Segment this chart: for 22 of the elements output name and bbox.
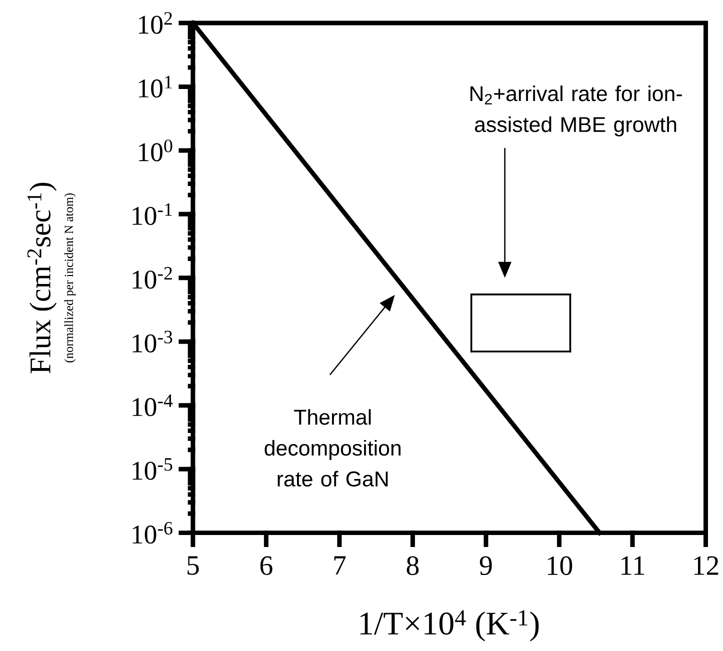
y-tick-label: 10$^{-4}$ [132, 394, 173, 416]
x-tick-label: 7 [334, 556, 346, 575]
text: (normallized per incident N atom) [64, 193, 76, 362]
y-axis-title: Flux (cm$^{-2}$sec$^{-1}$) [27, 182, 57, 374]
x-tick-label: 11 [622, 556, 644, 575]
annotation: Thermal decomposition rate of GaN [264, 409, 400, 487]
x-axis-title: 1/T×10$^{4}$ (K$^{-1}$) [360, 610, 539, 642]
x-tick-label: 6 [260, 556, 272, 576]
y-tick-label: 10$^{-5}$ [132, 458, 172, 480]
x-tick-label: 10 [548, 556, 572, 576]
x-tick-label: 9 [480, 556, 492, 576]
y-tick-label: 10$^{0}$ [138, 140, 172, 162]
y-tick-label: 10$^{-6}$ [132, 522, 172, 544]
x-tick-label: 12 [694, 556, 718, 575]
annotation: N$_{2}$+arrival rate for ion-assisted MBE growth [470, 86, 682, 136]
y-tick-label: 10$^{-1}$ [132, 203, 172, 226]
x-tick-label: 5 [188, 556, 199, 575]
y-tick-label: 10$^{1}$ [138, 76, 172, 98]
y-tick-label: 10$^{-2}$ [132, 267, 172, 289]
x-tick-label: 8 [406, 556, 419, 576]
y-tick-label: 10$^{2}$ [138, 12, 172, 34]
y-tick-label: 10$^{-3}$ [132, 330, 172, 353]
